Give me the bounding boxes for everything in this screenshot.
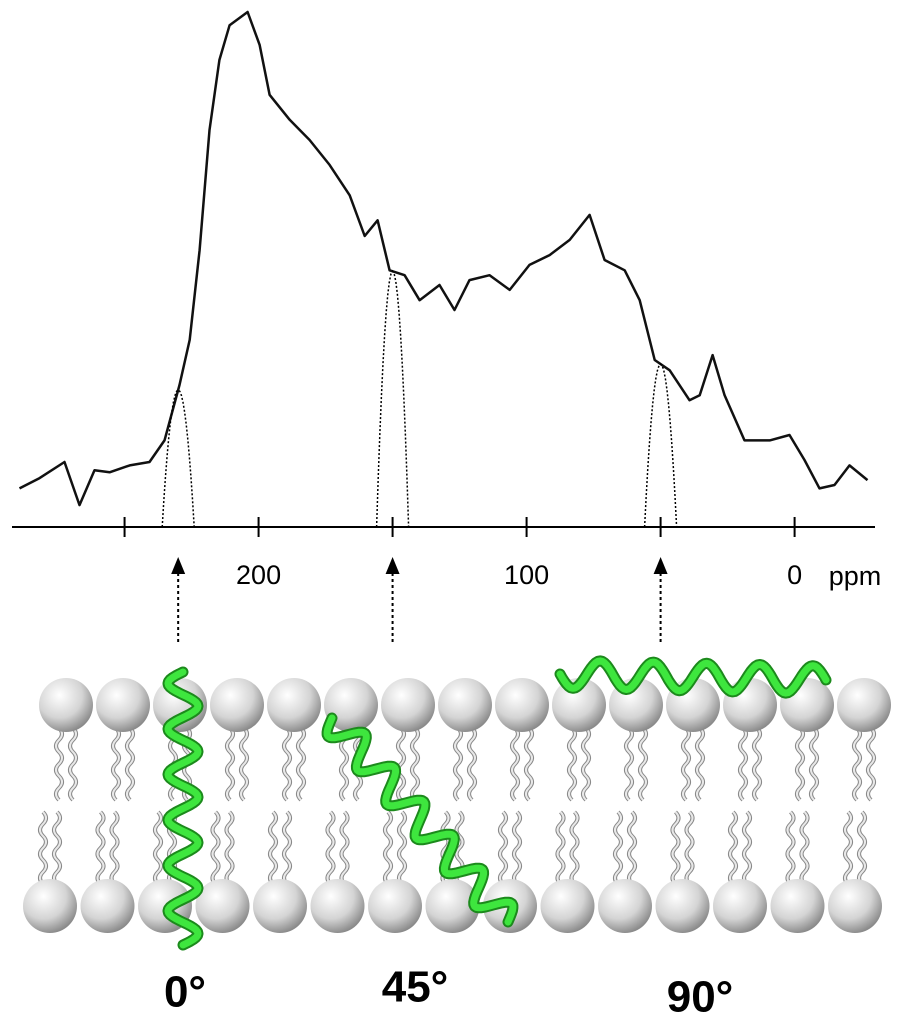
lipid-tail [96,811,119,885]
helix [323,714,517,926]
lipid-head [80,879,135,933]
lipid-head [381,678,435,732]
lipid-head [368,879,422,933]
lipid-head [195,879,250,933]
lipid-head [495,678,549,732]
angle-label: 90° [667,973,734,1016]
lipid-head [655,879,710,933]
lipid-head [324,678,378,732]
lipid-tail [625,727,647,801]
lipid-head [552,678,606,732]
lipid-tail [226,727,248,801]
spectrum-line [18,10,869,507]
lipid-head [96,678,150,732]
lipid-head [253,879,307,933]
lipid-head [828,879,882,933]
lipid-tail [55,727,77,801]
orientation-peak [161,388,195,528]
lipid-tail [671,811,694,885]
orientation-peak [643,362,678,528]
lipid-tail [39,811,61,885]
lipid-head [210,678,264,732]
orientation-peak [375,269,410,528]
x-axis-label: ppm [829,561,882,591]
lipid-head [267,678,321,732]
lipid-head [713,879,767,933]
lipid-head [438,678,492,732]
helix [556,657,830,697]
lipid-tail [511,727,533,801]
lipid-tail [499,811,521,885]
lipid-tail [326,811,349,885]
lipid-head [837,678,891,732]
arrow-head [385,557,400,574]
lipid-head [770,879,825,933]
lipid-tail [568,727,590,801]
lipid-tail [786,811,809,885]
angle-label: 45° [382,963,449,1012]
arrow-head [171,557,186,574]
lipid-tail [682,727,704,801]
lipid-tail [729,811,751,885]
lipid-tail [844,811,866,885]
lipid-tail [739,727,761,801]
lipid-tail [454,727,476,801]
lipid-tail [397,727,419,801]
lipid-head [598,879,652,933]
lipid-tail [211,811,234,885]
lipid-head [39,678,93,732]
lipid-tail [269,811,291,885]
x-tick-label: 0 [787,560,802,590]
lipid-tail [384,811,406,885]
lipid-tail [853,727,875,801]
lipid-head [23,879,77,933]
lipid-head [540,879,595,933]
lipid-tail [614,811,636,885]
helix [164,668,202,949]
lipid-tail [112,727,134,801]
lipid-head [425,879,480,933]
lipid-tail [556,811,579,885]
lipid-tail [796,727,818,801]
lipid-head [310,879,365,933]
x-tick-label: 100 [504,560,549,590]
lipid-head [153,678,207,732]
arrow-head [653,557,668,574]
lipid-tail [283,727,305,801]
helices [162,655,832,951]
x-tick-label: 200 [236,560,281,590]
spectrum: 200 100 0 0° 45° 90° [12,10,875,1016]
membrane [23,678,891,933]
angle-label: 0° [164,968,206,1016]
